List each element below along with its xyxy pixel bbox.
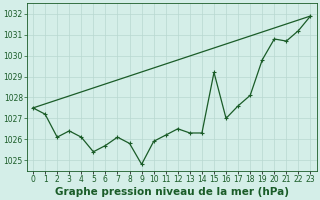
X-axis label: Graphe pression niveau de la mer (hPa): Graphe pression niveau de la mer (hPa) bbox=[55, 187, 289, 197]
